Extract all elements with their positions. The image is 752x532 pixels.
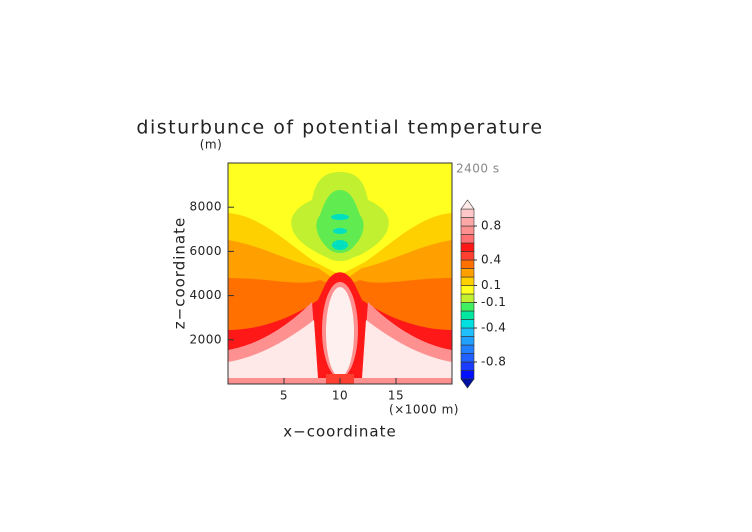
colorbar-box — [460, 319, 475, 329]
y-unit: (m) — [200, 138, 223, 152]
field-region — [331, 214, 349, 220]
x-tick-label: 5 — [280, 389, 288, 403]
colorbar-extend-top — [460, 199, 475, 210]
x-axis-label: x−coordinate — [283, 423, 396, 441]
colorbar-tick-label: 0.4 — [481, 253, 502, 267]
colorbar-tick-label: 0.8 — [481, 219, 502, 233]
colorbar-box — [460, 208, 475, 218]
colorbar-box — [460, 217, 475, 227]
y-tick-label: 8000 — [189, 200, 222, 214]
x-unit: (×1000 m) — [389, 403, 459, 417]
colorbar-tick-label: 0.1 — [481, 278, 502, 292]
colorbar-box — [460, 370, 475, 380]
chart-title: disturbunce of potential temperature — [136, 117, 543, 139]
field-region — [316, 190, 364, 253]
colorbar-tick-label: -0.8 — [481, 355, 506, 369]
field-region — [228, 320, 318, 378]
colorbar-box — [460, 234, 475, 244]
colorbar-tick-label: -0.1 — [481, 295, 506, 309]
y-tick-label: 2000 — [189, 332, 222, 346]
contour-field — [227, 162, 453, 385]
field-region — [362, 320, 452, 378]
colorbar-extend-bottom — [460, 378, 475, 389]
time-label: 2400 s — [456, 162, 500, 176]
colorbar-box — [460, 327, 475, 337]
colorbar-box — [460, 310, 475, 320]
colorbar-box — [460, 302, 475, 312]
x-tick-label: 10 — [332, 389, 348, 403]
field-region — [332, 240, 348, 250]
colorbar-tick-label: -0.4 — [481, 321, 506, 335]
colorbar-box — [460, 293, 475, 303]
colorbar-box — [460, 353, 475, 363]
colorbar-box — [460, 336, 475, 346]
field-region — [333, 228, 347, 234]
x-tick-label: 15 — [388, 389, 404, 403]
colorbar-box — [460, 285, 475, 295]
y-axis-label: z−coordinate — [171, 217, 189, 329]
y-tick-label: 6000 — [189, 244, 222, 258]
colorbar-box — [460, 251, 475, 261]
colorbar-box — [460, 259, 475, 269]
colorbar: 0.8 0.4 0.1 -0.1 -0.4 -0.8 — [460, 199, 506, 389]
field-region — [326, 287, 354, 377]
colorbar-box — [460, 242, 475, 252]
colorbar-box — [460, 344, 475, 354]
colorbar-box — [460, 361, 475, 371]
colorbar-box — [460, 276, 475, 286]
axes: 5 10 15 2000 4000 6000 8000 — [189, 200, 404, 403]
y-tick-label: 4000 — [189, 288, 222, 302]
colorbar-box — [460, 225, 475, 235]
colorbar-box — [460, 268, 475, 278]
